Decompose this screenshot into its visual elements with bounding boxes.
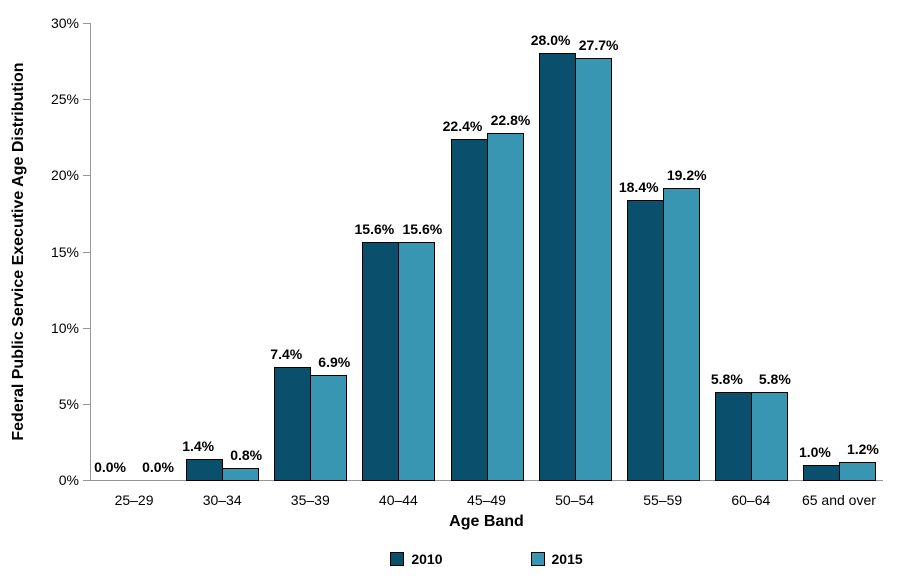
bar-2015 bbox=[662, 187, 700, 481]
bar-2010 bbox=[362, 242, 400, 481]
y-tick-mark bbox=[83, 327, 90, 329]
x-tick-label: 25–29 bbox=[114, 492, 154, 508]
legend-item-2010: 2010 bbox=[390, 551, 443, 567]
bar-2010 bbox=[802, 464, 840, 481]
x-tick-label: 35–39 bbox=[290, 492, 330, 508]
data-label: 22.8% bbox=[490, 111, 531, 128]
data-label: 1.0% bbox=[798, 443, 831, 460]
bar-2015 bbox=[398, 242, 436, 481]
y-axis-line bbox=[90, 23, 91, 481]
data-label: 1.2% bbox=[846, 440, 879, 457]
x-tick-label: 60–64 bbox=[731, 492, 771, 508]
legend-label: 2010 bbox=[411, 551, 443, 567]
data-label: 15.6% bbox=[354, 221, 395, 238]
data-label: 0.0% bbox=[94, 459, 126, 475]
y-tick-label: 10% bbox=[50, 319, 79, 336]
bar-2015 bbox=[222, 467, 260, 481]
legend: 2010 2015 bbox=[90, 551, 883, 567]
bar-2015 bbox=[838, 461, 876, 481]
bar-2010 bbox=[626, 199, 664, 481]
y-axis-title: Federal Public Service Executive Age Dis… bbox=[10, 62, 27, 441]
bar-2010 bbox=[538, 53, 576, 481]
x-tick-label: 55–59 bbox=[643, 492, 683, 508]
y-tick-label: 0% bbox=[58, 472, 79, 488]
data-label: 27.7% bbox=[578, 37, 619, 54]
data-label: 0.0% bbox=[142, 459, 174, 475]
y-tick-label: 30% bbox=[50, 15, 79, 31]
legend-swatch-icon bbox=[390, 552, 405, 566]
legend-label: 2015 bbox=[551, 551, 583, 567]
data-label: 7.4% bbox=[270, 346, 303, 363]
bar-2015 bbox=[574, 58, 612, 481]
data-label: 18.4% bbox=[618, 178, 659, 195]
y-tick-label: 20% bbox=[50, 167, 79, 184]
y-tick-mark bbox=[83, 23, 90, 24]
x-tick-label: 40–44 bbox=[378, 492, 418, 508]
bar-2015 bbox=[750, 391, 788, 481]
data-label: 28.0% bbox=[530, 32, 571, 49]
data-label: 5.8% bbox=[758, 370, 791, 387]
y-tick-mark bbox=[83, 99, 90, 101]
data-label: 6.9% bbox=[318, 353, 351, 370]
x-axis-title: Age Band bbox=[449, 513, 524, 530]
y-tick-mark bbox=[83, 175, 90, 177]
bar-2015 bbox=[310, 374, 348, 481]
y-tick-mark bbox=[83, 403, 90, 405]
bar-2015 bbox=[486, 132, 524, 481]
bar-2010 bbox=[714, 391, 752, 481]
y-tick-label: 5% bbox=[58, 395, 79, 412]
y-tick-mark bbox=[83, 251, 90, 253]
y-tick-label: 25% bbox=[50, 91, 79, 108]
x-tick-label: 30–34 bbox=[202, 492, 242, 508]
data-label: 19.2% bbox=[666, 166, 707, 183]
data-label: 5.8% bbox=[710, 370, 743, 387]
data-label: 1.4% bbox=[182, 437, 215, 454]
bar-2010 bbox=[274, 367, 312, 481]
y-tick-label: 15% bbox=[50, 243, 79, 260]
x-tick-label: 50–54 bbox=[555, 492, 595, 508]
data-label: 15.6% bbox=[402, 221, 443, 238]
y-tick-mark bbox=[83, 480, 90, 481]
x-tick-label: 65 and over bbox=[801, 492, 876, 508]
data-label: 0.8% bbox=[230, 446, 263, 463]
legend-item-2015: 2015 bbox=[530, 551, 583, 567]
legend-swatch-icon bbox=[530, 552, 545, 566]
x-tick-label: 45–49 bbox=[467, 492, 506, 508]
data-label: 22.4% bbox=[442, 117, 483, 134]
bar-2010 bbox=[450, 138, 488, 481]
